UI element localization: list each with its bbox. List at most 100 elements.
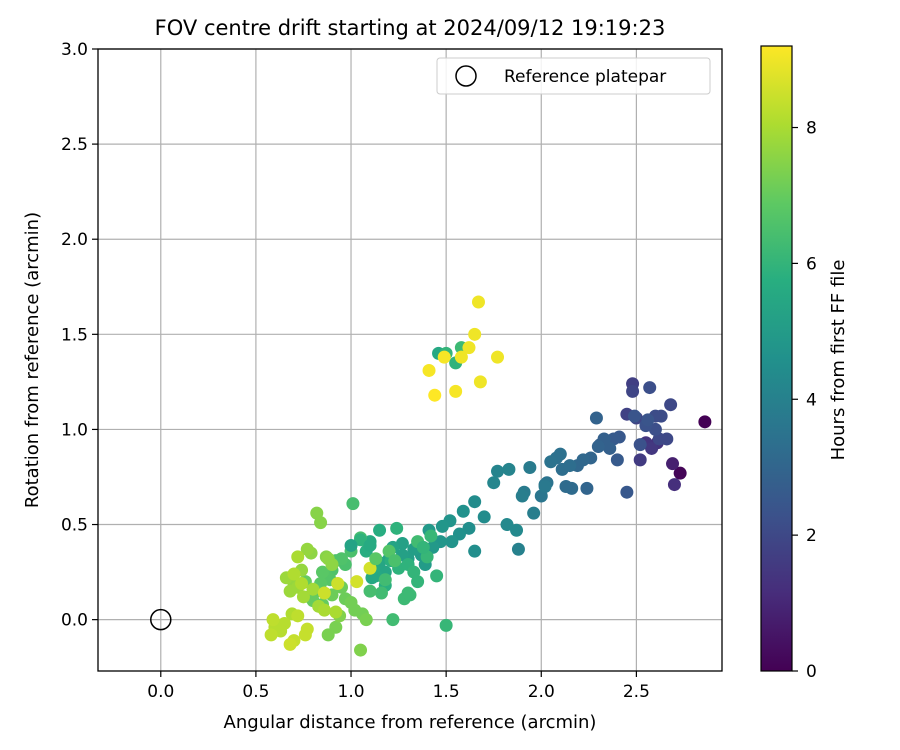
colorbar-ticks: 0 2 4 6 8 (792, 119, 817, 682)
data-point (610, 453, 624, 467)
data-point (378, 573, 392, 587)
data-point (538, 479, 552, 493)
data-point (317, 603, 331, 617)
data-point (317, 586, 331, 600)
data-point (462, 521, 476, 535)
data-point (563, 459, 577, 473)
data-point (477, 510, 491, 524)
data-point (315, 565, 329, 579)
data-point (589, 411, 603, 425)
y-axis-label: Rotation from reference (arcmin) (22, 212, 43, 508)
data-point (426, 540, 440, 554)
colorbar-tick-label: 6 (806, 254, 817, 274)
legend: Reference platepar (436, 57, 711, 95)
data-point (422, 363, 436, 377)
colorbar-tick-label: 4 (806, 390, 817, 410)
data-point (544, 455, 558, 469)
data-point (369, 552, 383, 566)
data-point (515, 489, 529, 503)
data-point (321, 628, 335, 642)
data-point (314, 516, 328, 530)
data-point (664, 398, 678, 412)
colorbar-gradient (760, 45, 793, 672)
data-point (487, 476, 501, 490)
data-point (454, 350, 468, 364)
x-tick-label: 0.5 (242, 682, 269, 702)
x-tick-marks: 0.0 0.5 1.0 1.5 2.0 2.5 (147, 671, 650, 702)
data-point (468, 327, 482, 341)
reference-platepar-marker (150, 608, 172, 631)
x-tick-label: 2.5 (623, 682, 650, 702)
data-point (350, 575, 364, 589)
data-point (428, 388, 442, 402)
data-point (491, 350, 505, 364)
data-point (633, 453, 647, 467)
x-axis-label: Angular distance from reference (arcmin) (224, 712, 597, 733)
data-point (437, 350, 451, 364)
chart-title: FOV centre drift starting at 2024/09/12 … (155, 16, 666, 40)
data-point (468, 495, 482, 509)
data-point (416, 540, 430, 554)
data-point (591, 440, 605, 454)
data-point (456, 504, 470, 518)
data-point (673, 466, 687, 480)
data-point (698, 415, 712, 429)
data-point (346, 497, 360, 511)
data-point (511, 542, 525, 556)
data-point (435, 519, 449, 533)
colorbar-label: Hours from first FF file (828, 260, 849, 461)
x-tick-label: 1.0 (338, 682, 365, 702)
data-point (627, 409, 641, 423)
y-tick-label: 0.0 (61, 611, 88, 631)
data-point (449, 384, 463, 398)
data-point (510, 523, 524, 537)
data-point (471, 295, 485, 309)
legend-label: Reference platepar (504, 67, 666, 87)
data-point (620, 485, 634, 499)
data-point (359, 613, 373, 627)
data-point (291, 550, 305, 564)
data-point (283, 637, 297, 651)
data-point (666, 457, 680, 471)
data-point (473, 375, 487, 389)
data-point (633, 438, 647, 452)
y-tick-label: 2.5 (61, 135, 88, 155)
data-point (439, 618, 453, 632)
y-tick-marks: 0.0 0.5 1.0 1.5 2.0 2.5 3.0 (61, 40, 98, 631)
colorbar-tick-label: 8 (806, 119, 817, 139)
data-point (500, 518, 514, 532)
data-point (559, 479, 573, 493)
data-point (363, 584, 377, 598)
data-point (300, 542, 314, 556)
data-point (667, 478, 681, 492)
data-point (626, 384, 640, 398)
data-point (502, 462, 516, 476)
data-point (462, 341, 476, 355)
data-point (430, 569, 444, 583)
data-point (306, 582, 320, 596)
data-point (266, 613, 280, 627)
data-point (523, 460, 537, 474)
x-tick-label: 2.0 (528, 682, 555, 702)
colorbar: 0 2 4 6 8 Hours from first FF file (760, 45, 849, 682)
data-point (645, 441, 659, 455)
data-point (388, 554, 402, 568)
data-point (424, 529, 438, 543)
data-point (298, 628, 312, 642)
data-point (403, 588, 417, 602)
data-point (291, 609, 305, 623)
colorbar-tick-label: 0 (806, 662, 817, 682)
y-tick-label: 2.0 (61, 230, 88, 250)
data-point (296, 590, 310, 604)
data-point (411, 575, 425, 589)
colorbar-tick-label: 2 (806, 526, 817, 546)
data-point (374, 586, 388, 600)
data-point (580, 481, 594, 495)
legend-box (436, 57, 711, 95)
x-tick-label: 0.0 (147, 682, 174, 702)
data-point (603, 441, 617, 455)
data-point (344, 538, 358, 552)
data-point (363, 561, 377, 575)
data-point (491, 464, 505, 478)
grid-lines (98, 48, 722, 671)
